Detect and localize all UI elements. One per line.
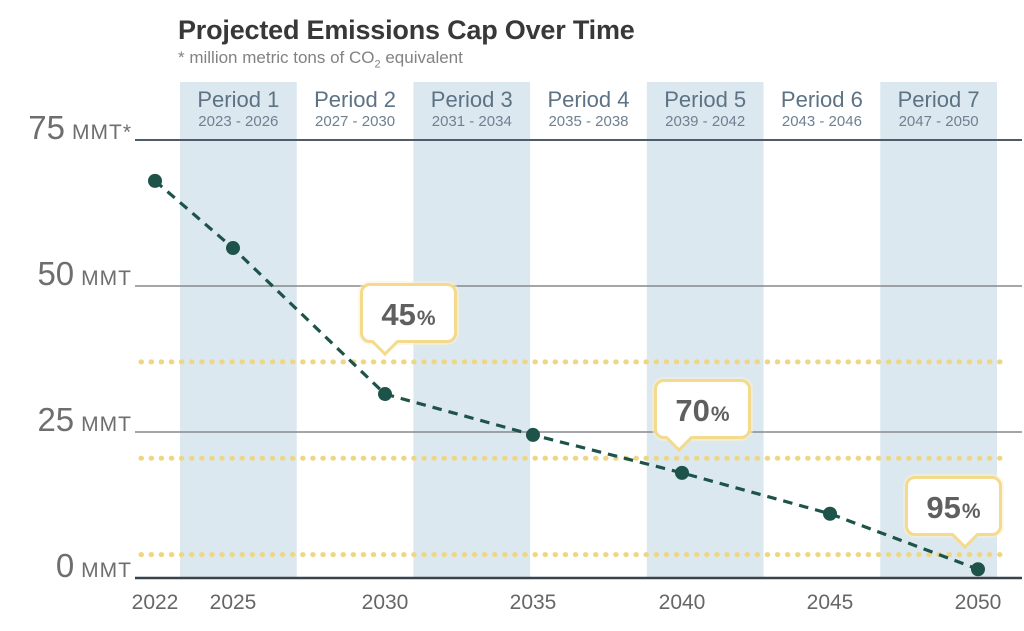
subtitle-text: * million metric tons of CO (178, 48, 375, 67)
period-band-1 (180, 82, 297, 578)
period-band-3 (413, 82, 531, 578)
data-point-2050 (971, 562, 985, 577)
chart-header: Projected Emissions Cap Over Time * mill… (178, 14, 635, 75)
chart-title: Projected Emissions Cap Over Time (178, 15, 635, 45)
data-point-2040 (675, 465, 689, 480)
data-point-2022 (148, 173, 162, 188)
period-band-5 (646, 82, 764, 578)
subtitle-text-suffix: equivalent (380, 48, 463, 67)
data-point-2030 (378, 387, 392, 402)
chart-subtitle: * million metric tons of CO2 equivalent (178, 47, 635, 75)
period-band-7 (880, 82, 997, 578)
data-point-2035 (526, 427, 540, 442)
data-point-2025 (226, 241, 240, 256)
data-point-2045 (823, 506, 837, 521)
subtitle-subscript: 2 (374, 58, 381, 71)
